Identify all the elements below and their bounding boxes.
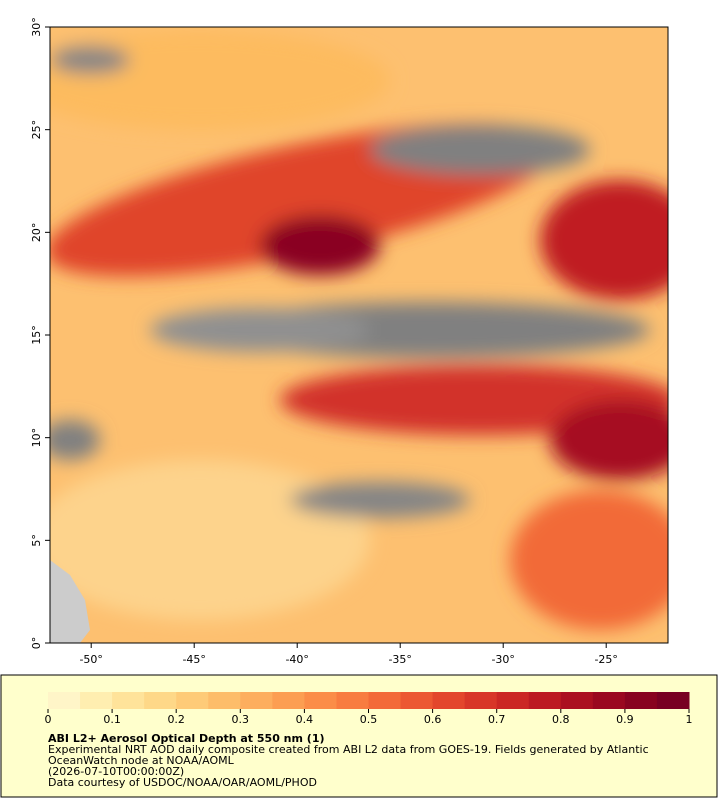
- legend-title: ABI L2+ Aerosol Optical Depth at 550 nm …: [48, 732, 325, 745]
- colorbar-swatch: [208, 692, 241, 709]
- colorbar-swatch: [528, 692, 562, 709]
- x-tick-label: -35°: [388, 653, 411, 666]
- colorbar-tick-label: 0.3: [232, 713, 250, 726]
- colorbar-swatch: [560, 692, 594, 709]
- y-tick-label: 15°: [30, 325, 43, 345]
- colorbar-swatch: [112, 692, 145, 709]
- y-tick-label: 0°: [30, 637, 43, 650]
- legend-credit: Data courtesy of USDOC/NOAA/OAR/AOML/PHO…: [48, 776, 317, 789]
- colorbar-tick-label: 0.2: [167, 713, 185, 726]
- x-tick-label: -50°: [79, 653, 102, 666]
- x-tick-label: -30°: [491, 653, 514, 666]
- legend-description: Experimental NRT AOD daily composite cre…: [48, 743, 649, 756]
- legend-date: (2026-07-10T00:00:00Z): [48, 765, 184, 778]
- y-tick-label: 30°: [30, 17, 43, 37]
- colorbar-swatch: [496, 692, 530, 709]
- colorbar-swatch: [464, 692, 498, 709]
- x-tick-label: -25°: [594, 653, 617, 666]
- y-tick-label: 25°: [30, 120, 43, 140]
- colorbar-swatch: [176, 692, 209, 709]
- y-tick-label: 20°: [30, 223, 43, 243]
- colorbar-tick-label: 1: [686, 713, 693, 726]
- colorbar-swatch: [400, 692, 434, 709]
- colorbar-swatch: [304, 692, 337, 709]
- colorbar-tick-label: 0.7: [488, 713, 506, 726]
- axes: -50° -45° -40° -35° -30° -25° 0° 5° 10° 15° 20° 25°…: [30, 17, 618, 666]
- colorbar-swatch: [656, 692, 690, 709]
- colorbar-tick-label: 0.9: [616, 713, 634, 726]
- colorbar-swatch: [368, 692, 402, 709]
- colorbar-swatch: [48, 692, 81, 709]
- x-tick-label: -45°: [182, 653, 205, 666]
- colorbar: 0 0.1 0.2 0.3 0.4 0.5 0.6 0.7 0.8 0.9 1: [45, 692, 693, 726]
- legend-description: OceanWatch node at NOAA/AOML: [48, 754, 235, 767]
- colorbar-swatch: [272, 692, 305, 709]
- colorbar-tick-label: 0.6: [424, 713, 442, 726]
- colorbar-tick-label: 0.1: [103, 713, 121, 726]
- colorbar-swatch: [624, 692, 658, 709]
- y-tick-label: 10°: [30, 428, 43, 448]
- colorbar-swatch: [144, 692, 177, 709]
- colorbar-swatch: [240, 692, 273, 709]
- x-tick-label: -40°: [285, 653, 308, 666]
- colorbar-swatch: [592, 692, 626, 709]
- colorbar-swatch: [432, 692, 466, 709]
- colorbar-tick-label: 0: [45, 713, 52, 726]
- colorbar-tick-label: 0.4: [296, 713, 314, 726]
- y-tick-label: 5°: [30, 534, 43, 547]
- colorbar-tick-label: 0.5: [360, 713, 378, 726]
- colorbar-swatch: [336, 692, 369, 709]
- map-image: [50, 27, 668, 643]
- colorbar-swatch: [80, 692, 113, 709]
- colorbar-tick-label: 0.8: [552, 713, 570, 726]
